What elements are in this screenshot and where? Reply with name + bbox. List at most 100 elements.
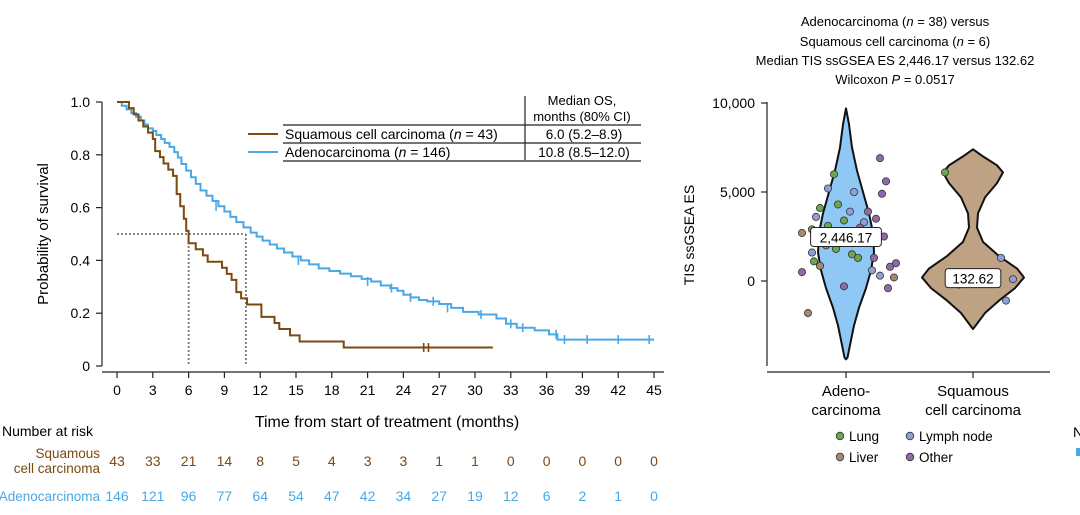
point-adeno-other [864,207,873,216]
point-adeno-lung [834,200,843,209]
risk-value-squamous: 14 [217,453,233,469]
km-x-tick-label: 45 [646,382,662,398]
km-x-tick-label: 3 [149,382,157,398]
violin-title-3: Median TIS ssGSEA ES 2,446.17 versus 132… [756,53,1035,68]
legend-squamous-label: Squamous cell carcinoma (n = 43) [285,126,498,142]
km-x-tick-label: 36 [539,382,555,398]
risk-value-squamous: 8 [256,453,264,469]
risk-value-squamous: 1 [435,453,443,469]
legend-liver-label: Liver [849,450,879,465]
risk-value-adeno: 34 [396,488,412,504]
km-x-tick-label: 27 [431,382,447,398]
violin-medians: 2,446.17 132.62 [810,226,1002,289]
risk-value-squamous: 3 [364,453,372,469]
edge-fragment-n: N [1073,424,1080,440]
km-x-tick-label: 24 [396,382,412,398]
km-curves [117,101,654,353]
violin-plot: Adenocarcinoma (n = 38) versus Squamous … [681,14,1080,465]
violin-cat-squamous-2: cell carcinoma [925,402,1022,419]
risk-value-adeno: 42 [360,488,376,504]
violin-title-4: Wilcoxon P = 0.0517 [835,72,955,87]
median-box-squamous [944,268,1002,289]
point-adeno-lymph [808,248,817,257]
point-adeno-other [878,189,887,198]
km-y-tick-label: 0.6 [71,200,91,216]
risk-value-adeno: 47 [324,488,340,504]
point-adeno-liver [798,228,807,237]
km-x-tick-label: 42 [610,382,626,398]
point-squamous-lymph [997,253,1006,262]
median-label-adeno: 2,446.17 [820,230,873,245]
risk-value-adeno: 6 [543,488,551,504]
risk-value-adeno: 19 [467,488,483,504]
violin-cat-squamous-1: Squamous [937,383,1009,400]
risk-value-squamous: 43 [109,453,125,469]
violin-y-tick-label: 0 [747,273,755,289]
point-adeno-lung [816,204,825,213]
risk-value-squamous: 3 [400,453,408,469]
legend-other-label: Other [919,450,953,465]
risk-value-squamous: 33 [145,453,161,469]
point-adeno-lymph [860,218,869,227]
point-adeno-lymph [824,184,833,193]
point-adeno-other [840,282,849,291]
point-adeno-other [872,214,881,223]
km-x-tick-label: 18 [324,382,340,398]
point-squamous-lymph [1002,296,1011,305]
median-label-squamous: 132.62 [952,272,993,287]
risk-value-squamous: 21 [181,453,197,469]
violin-y-label: TIS ssGSEA ES [681,185,697,285]
km-y-tick-label: 0.2 [71,305,91,321]
risk-value-adeno: 2 [579,488,587,504]
km-x-tick-label: 9 [221,382,229,398]
km-y-tick-label: 0.4 [71,252,91,268]
point-adeno-lymph [850,187,859,196]
km-y-tick-label: 0.8 [71,147,91,163]
point-adeno-lymph [876,271,885,280]
km-x-tick-label: 12 [252,382,268,398]
point-adeno-lung [840,216,849,225]
km-legend: Median OS, months (80% CI) Squamous cell… [248,93,641,162]
risk-value-adeno: 27 [431,488,447,504]
risk-value-squamous: 1 [471,453,479,469]
violin-cat-adeno-2: carcinoma [811,402,881,419]
km-y-tick-label: 1.0 [71,94,91,110]
risk-table: Number at risk Squamous cell carcinoma A… [0,423,658,504]
km-legend-header-1: Median OS, [548,93,617,108]
point-adeno-liver [804,309,813,318]
legend-adeno-median: 10.8 (8.5–12.0) [538,145,630,160]
risk-value-squamous: 0 [543,453,551,469]
point-adeno-other [798,268,807,277]
violin-y-ticks: 0 5,000 10,000 [712,95,767,289]
km-curve-squamous [117,101,493,349]
edge-fragment-swatch [1076,448,1080,456]
km-x-tick-label: 21 [360,382,376,398]
risk-label-squamous-2: cell carcinoma [14,461,101,476]
legend-liver-dot [835,452,845,462]
km-median-guides [117,233,247,366]
point-adeno-lymph [868,266,877,275]
median-box-adeno [810,226,882,247]
km-legend-header-2: months (80% CI) [533,109,631,124]
point-adeno-other [876,154,885,163]
km-y-tick-label: 0 [82,358,90,374]
risk-value-adeno: 12 [503,488,519,504]
violin-cat-adeno-1: Adeno- [822,383,870,400]
km-x-tick-label: 39 [575,382,591,398]
point-adeno-lung [854,253,863,262]
risk-value-squamous: 5 [292,453,300,469]
km-y-label: Probability of survival [35,163,52,305]
risk-label-squamous-1: Squamous [35,446,100,461]
violin-y-tick-label: 5,000 [720,184,755,200]
risk-value-adeno: 0 [650,488,658,504]
km-y-ticks: 0 0.2 0.4 0.6 0.8 1.0 [71,94,102,374]
legend-lung-label: Lung [849,429,879,444]
risk-value-squamous: 0 [650,453,658,469]
risk-value-adeno: 64 [252,488,268,504]
point-adeno-other [886,262,895,271]
point-adeno-liver [890,273,899,282]
km-x-tick-label: 6 [185,382,193,398]
point-adeno-other [884,284,893,293]
